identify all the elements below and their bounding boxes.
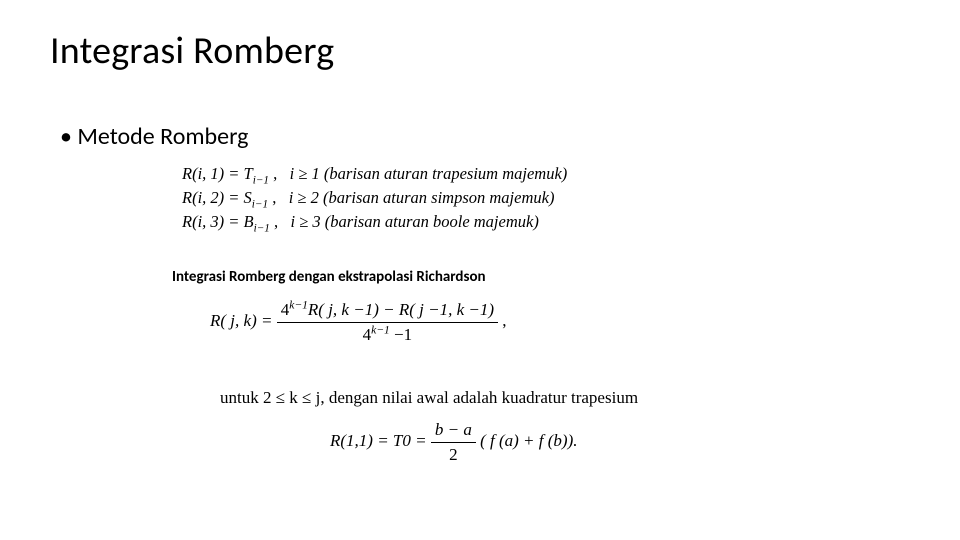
rich-num-base: 4 — [281, 300, 290, 319]
def3-lhs: R(i, 3) = B — [182, 212, 254, 231]
bullet-line: • Metode Romberg — [60, 122, 248, 151]
def2-cond: i ≥ 2 (barisan aturan simpson majemuk) — [289, 188, 555, 207]
initial-lhs: R(1,1) = T0 = — [330, 431, 431, 450]
def1-lhs: R(i, 1) = T — [182, 164, 253, 183]
initial-value-formula: R(1,1) = T0 = b − a 2 ( f (a) + f (b)). — [330, 420, 577, 464]
rich-den-exp: k−1 — [371, 323, 390, 336]
rich-num-rest: R( j, k −1) − R( j −1, k −1) — [308, 300, 494, 319]
def2-lhs: R(i, 2) = S — [182, 188, 252, 207]
richardson-fraction: 4k−1R( j, k −1) − R( j −1, k −1) 4k−1 −1 — [277, 300, 498, 344]
initial-num: b − a — [431, 420, 476, 443]
def3-cond: i ≥ 3 (barisan aturan boole majemuk) — [291, 212, 539, 231]
def-row-1: R(i, 1) = Ti−1 , i ≥ 1 (barisan aturan t… — [182, 162, 567, 186]
rich-den-base: 4 — [363, 325, 372, 344]
def2-sub: i−1 — [252, 198, 268, 210]
rich-num-exp: k−1 — [289, 298, 308, 311]
richardson-lhs: R( j, k) = — [210, 311, 277, 330]
def-row-3: R(i, 3) = Bi−1 , i ≥ 3 (barisan aturan b… — [182, 210, 567, 234]
def3-sub: i−1 — [254, 222, 270, 234]
def1-sep: , — [269, 164, 277, 183]
cond-text: untuk 2 ≤ k ≤ j, dengan nilai awal adala… — [220, 388, 638, 407]
def-row-2: R(i, 2) = Si−1 , i ≥ 2 (barisan aturan s… — [182, 186, 567, 210]
definitions-block: R(i, 1) = Ti−1 , i ≥ 1 (barisan aturan t… — [182, 162, 567, 234]
def1-cond: i ≥ 1 (barisan aturan trapesium majemuk) — [290, 164, 568, 183]
richardson-formula: R( j, k) = 4k−1R( j, k −1) − R( j −1, k … — [210, 300, 507, 344]
sub-heading: Integrasi Romberg dengan ekstrapolasi Ri… — [172, 268, 486, 286]
initial-den: 2 — [431, 443, 476, 465]
initial-rhs: ( f (a) + f (b)). — [480, 431, 577, 450]
condition-line: untuk 2 ≤ k ≤ j, dengan nilai awal adala… — [220, 388, 638, 408]
bullet-dot: • — [60, 122, 77, 151]
richardson-trail: , — [502, 311, 506, 330]
slide-title: Integrasi Romberg — [50, 28, 334, 74]
def1-sub: i−1 — [253, 174, 269, 186]
def2-sep: , — [268, 188, 276, 207]
def3-sep: , — [270, 212, 278, 231]
bullet-text: Metode Romberg — [77, 122, 248, 151]
initial-fraction: b − a 2 — [431, 420, 476, 464]
rich-den-rest: −1 — [390, 325, 412, 344]
